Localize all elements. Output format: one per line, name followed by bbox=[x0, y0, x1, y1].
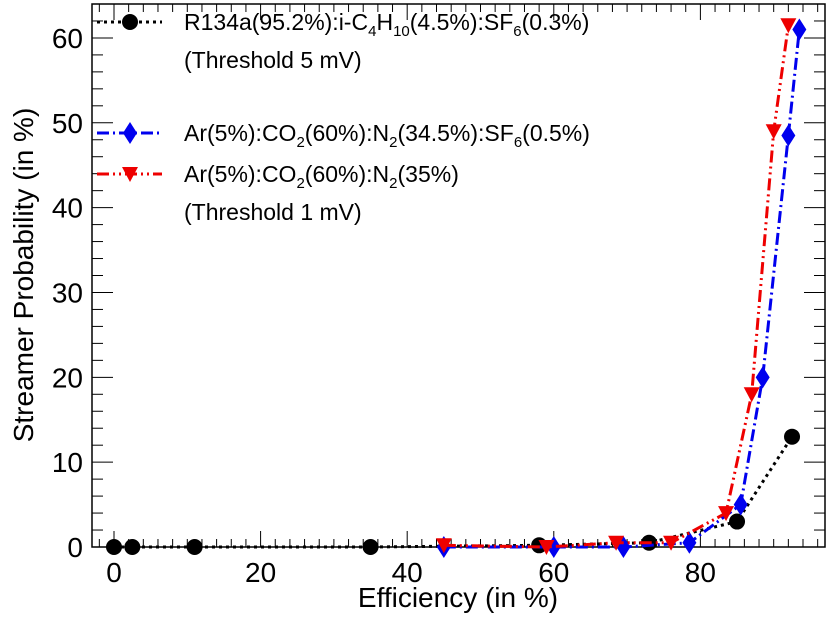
legend-marker bbox=[122, 14, 138, 30]
data-point bbox=[780, 18, 797, 34]
legend-text: Ar(5%):CO bbox=[184, 161, 296, 187]
data-point bbox=[608, 535, 625, 551]
legend-subscript: 2 bbox=[389, 175, 397, 192]
data-point bbox=[435, 538, 452, 554]
x-axis-label: Efficiency (in %) bbox=[358, 582, 558, 613]
series-3 bbox=[435, 18, 797, 555]
legend-marker bbox=[123, 122, 137, 144]
legend-subscript: 4 bbox=[368, 23, 376, 40]
data-point bbox=[733, 493, 748, 516]
legend-subscript: 6 bbox=[514, 134, 522, 151]
series-line bbox=[113, 435, 794, 549]
y-tick-label: 40 bbox=[52, 193, 83, 224]
y-tick-label: 60 bbox=[52, 23, 83, 54]
series-line bbox=[443, 25, 790, 549]
y-axis-label: Streamer Probability (in %) bbox=[8, 108, 39, 443]
legend-text: R134a(95.2%):i-C bbox=[184, 9, 368, 35]
data-point bbox=[663, 535, 680, 551]
legend-text: (60%):N bbox=[305, 120, 389, 146]
legend-text: (0.5%) bbox=[522, 120, 590, 146]
legend-text: H bbox=[376, 9, 393, 35]
legend-subscript: 10 bbox=[393, 23, 410, 40]
legend-label: Ar(5%):CO2(60%):N2(35%) bbox=[184, 161, 459, 192]
y-tick-label: 0 bbox=[67, 532, 83, 563]
data-point bbox=[362, 539, 379, 555]
plot-frame bbox=[91, 3, 826, 548]
data-point bbox=[682, 531, 697, 554]
legend-entry-1: R134a(95.2%):i-C4H10(4.5%):SF6(0.3%) bbox=[97, 9, 589, 40]
legend: R134a(95.2%):i-C4H10(4.5%):SF6(0.3%)Ar(5… bbox=[97, 9, 590, 225]
legend-subscript: 2 bbox=[296, 175, 304, 192]
data-point bbox=[186, 539, 203, 555]
data-point bbox=[781, 124, 796, 147]
y-tick-label: 20 bbox=[52, 362, 83, 393]
data-point bbox=[729, 513, 746, 530]
y-tick-label: 10 bbox=[52, 447, 83, 478]
legend-text: (60%):N bbox=[305, 161, 389, 187]
threshold-annotation-1mv: (Threshold 1 mV) bbox=[184, 199, 362, 225]
legend-text: Ar(5%):CO bbox=[184, 120, 296, 146]
legend-text: (35%) bbox=[398, 161, 459, 187]
data-point bbox=[784, 428, 801, 445]
legend-text: (4.5%):SF bbox=[410, 9, 514, 35]
legend-label: R134a(95.2%):i-C4H10(4.5%):SF6(0.3%) bbox=[184, 9, 589, 40]
x-tick-label: 0 bbox=[106, 557, 122, 588]
series-2 bbox=[436, 18, 807, 558]
legend-subscript: 2 bbox=[389, 134, 397, 151]
legend-entry-3: Ar(5%):CO2(60%):N2(35%) bbox=[97, 161, 459, 192]
x-tick-label: 40 bbox=[392, 557, 423, 588]
series-layer bbox=[105, 18, 807, 558]
legend-text: (0.3%) bbox=[522, 9, 590, 35]
data-point bbox=[718, 506, 735, 522]
data-point bbox=[792, 18, 807, 41]
series-line bbox=[443, 29, 801, 549]
data-point bbox=[755, 366, 770, 389]
legend-subscript: 6 bbox=[513, 23, 521, 40]
y-tick-label: 50 bbox=[52, 108, 83, 139]
y-tick-label: 30 bbox=[52, 277, 83, 308]
data-point bbox=[743, 387, 760, 403]
x-tick-label: 20 bbox=[245, 557, 276, 588]
tick-labels: 0 20 40 60 80 0 10 20 30 40 50 60 bbox=[52, 23, 716, 588]
legend-marker bbox=[122, 167, 138, 182]
legend-subscript: 2 bbox=[296, 134, 304, 151]
series-1 bbox=[105, 428, 801, 555]
legend-text: (34.5%):SF bbox=[398, 120, 514, 146]
data-point bbox=[124, 539, 141, 555]
data-point bbox=[538, 540, 555, 555]
data-point bbox=[105, 539, 122, 555]
x-tick-label: 80 bbox=[685, 557, 716, 588]
legend-entry-2: Ar(5%):CO2(60%):N2(34.5%):SF6(0.5%) bbox=[97, 120, 590, 151]
legend-label: Ar(5%):CO2(60%):N2(34.5%):SF6(0.5%) bbox=[184, 120, 590, 151]
data-point bbox=[765, 124, 782, 140]
tick-marks bbox=[92, 3, 825, 548]
x-tick-label: 60 bbox=[538, 557, 569, 588]
threshold-annotation-5mv: (Threshold 5 mV) bbox=[184, 47, 362, 73]
